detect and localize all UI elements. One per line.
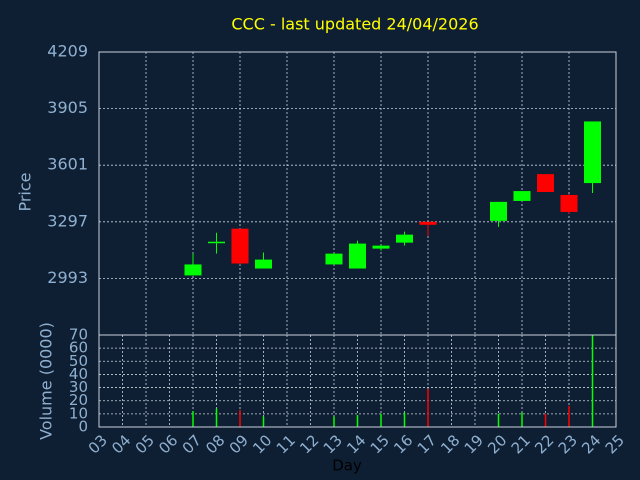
volume-bar xyxy=(403,412,406,427)
volume-bar xyxy=(333,416,335,427)
candle-body xyxy=(513,191,531,201)
volume-bar xyxy=(544,413,547,427)
y-axis-label: Volume (0000) xyxy=(37,322,56,440)
candle-body xyxy=(255,259,272,269)
y-tick-label: 30 xyxy=(69,378,88,396)
volume-bar xyxy=(380,413,382,427)
candle-body xyxy=(560,194,578,212)
volume-bar xyxy=(427,388,429,427)
candle-body xyxy=(537,174,554,193)
y-tick-label: 4209 xyxy=(47,42,88,61)
volume-bar xyxy=(215,408,218,427)
chart-title: CCC - last updated 24/04/2026 xyxy=(231,15,478,34)
y-tick-label: 3905 xyxy=(47,98,88,117)
volume-bar xyxy=(356,415,359,427)
candle-body xyxy=(231,228,249,264)
x-axis-label: Day xyxy=(332,457,362,475)
volume-bar xyxy=(568,405,570,427)
y-tick-label: 20 xyxy=(69,391,88,409)
candle-body xyxy=(208,241,225,244)
y-tick-label: 3601 xyxy=(47,155,88,174)
volume-bar xyxy=(497,413,500,427)
candle-body xyxy=(396,234,413,243)
y-tick-label: 70 xyxy=(69,326,88,344)
y-tick-label: 10 xyxy=(69,404,88,422)
volume-bar xyxy=(262,416,265,427)
candle-body xyxy=(372,245,390,249)
candle-body xyxy=(584,121,601,184)
volume-bar xyxy=(521,412,523,427)
volume-bar xyxy=(239,409,241,427)
y-tick-label: 40 xyxy=(69,365,88,383)
y-axis-label: Price xyxy=(16,172,35,211)
candle-body xyxy=(490,201,507,221)
candle-body xyxy=(184,264,202,276)
y-tick-label: 60 xyxy=(69,339,88,357)
y-tick-label: 3297 xyxy=(47,211,88,230)
volume-bar xyxy=(591,335,594,427)
plot-frame xyxy=(98,334,617,428)
y-tick-label: 0 xyxy=(78,418,88,436)
candle-body xyxy=(325,253,343,265)
candle-body xyxy=(419,221,437,225)
y-tick-label: 50 xyxy=(69,352,88,370)
y-tick-label: 2993 xyxy=(47,268,88,287)
volume-bar xyxy=(192,411,194,427)
candle-body xyxy=(349,243,366,269)
